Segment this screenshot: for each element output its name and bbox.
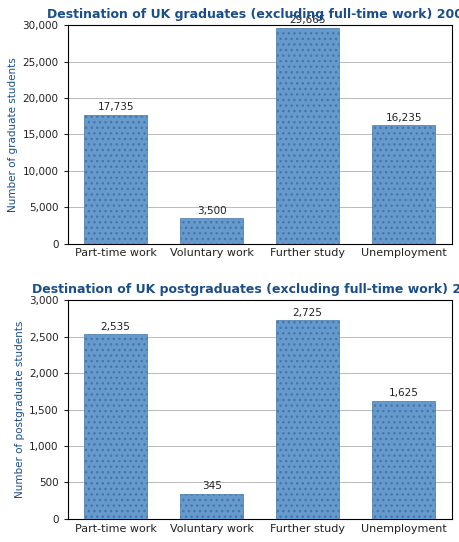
Bar: [276, 320, 338, 519]
Text: 1,625: 1,625: [388, 388, 418, 398]
Bar: [84, 114, 146, 244]
Y-axis label: Number of graduate students: Number of graduate students: [8, 57, 18, 212]
Y-axis label: Number of postgraduate students: Number of postgraduate students: [15, 321, 25, 498]
Title: Destination of UK postgraduates (excluding full-time work) 2008: Destination of UK postgraduates (excludi…: [32, 283, 459, 296]
Bar: [372, 401, 434, 519]
Bar: [180, 494, 242, 519]
Text: 2,725: 2,725: [292, 308, 322, 318]
Text: 345: 345: [202, 481, 221, 491]
Text: 3,500: 3,500: [196, 205, 226, 216]
Bar: [372, 125, 434, 244]
Text: 17,735: 17,735: [97, 102, 134, 112]
Title: Destination of UK graduates (excluding full-time work) 2008: Destination of UK graduates (excluding f…: [47, 8, 459, 21]
Text: 29,665: 29,665: [289, 15, 325, 25]
Text: 16,235: 16,235: [385, 113, 421, 123]
Text: 2,535: 2,535: [101, 321, 130, 332]
Bar: [180, 218, 242, 244]
Bar: [84, 334, 146, 519]
Bar: [276, 28, 338, 244]
